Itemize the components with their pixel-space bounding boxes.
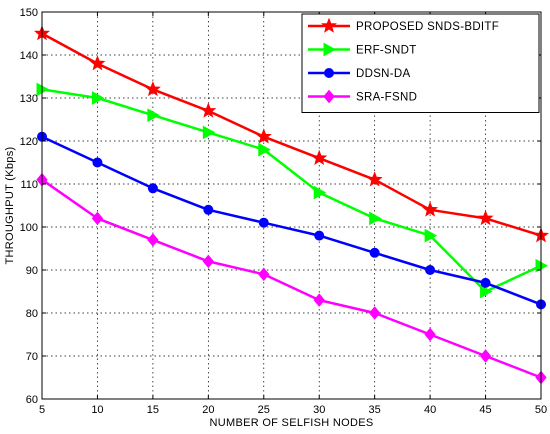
y-tick-label: 140 bbox=[20, 50, 38, 62]
data-point bbox=[147, 108, 160, 123]
series bbox=[37, 131, 546, 310]
data-point bbox=[314, 230, 325, 241]
legend-label: SRA-FSND bbox=[356, 92, 417, 104]
data-point bbox=[425, 265, 436, 275]
y-tick-label: 60 bbox=[26, 394, 38, 406]
data-point bbox=[91, 91, 105, 105]
data-point bbox=[424, 228, 438, 243]
x-tick-label: 40 bbox=[424, 404, 436, 416]
data-point bbox=[369, 211, 382, 226]
data-point bbox=[202, 254, 214, 269]
legend-marker bbox=[323, 42, 337, 57]
data-point bbox=[369, 306, 381, 320]
legend-item: ERF-SNDT bbox=[308, 42, 417, 57]
plot-frame bbox=[41, 11, 542, 400]
y-tick-label: 70 bbox=[26, 351, 38, 363]
data-point bbox=[422, 201, 439, 217]
x-tick-label: 50 bbox=[535, 404, 547, 416]
y-tick-label: 100 bbox=[20, 222, 38, 234]
x-tick-label: 5 bbox=[39, 404, 45, 416]
data-point bbox=[89, 55, 106, 71]
data-point bbox=[92, 157, 103, 168]
y-tick-label: 80 bbox=[26, 308, 38, 320]
y-tick-label: 120 bbox=[20, 136, 38, 148]
data-point bbox=[480, 284, 493, 299]
data-point bbox=[147, 183, 158, 194]
y-tick-label: 110 bbox=[20, 179, 38, 191]
legend-label: PROPOSED SNDS-BDITF bbox=[356, 21, 499, 33]
series-line bbox=[41, 178, 542, 379]
legend-marker bbox=[324, 68, 334, 78]
data-point bbox=[258, 217, 269, 228]
series bbox=[36, 172, 547, 385]
data-point bbox=[147, 233, 159, 247]
legend: PROPOSED SNDS-BDITF ERF-SNDT DDSN-DA SRA-FS… bbox=[301, 13, 540, 113]
data-point bbox=[480, 277, 491, 288]
data-point bbox=[369, 247, 380, 258]
data-point bbox=[202, 125, 216, 140]
data-point bbox=[258, 142, 271, 157]
legend-marker bbox=[323, 89, 335, 104]
y-axis-title: THROUGHPUT (Kbps) bbox=[4, 147, 16, 265]
data-point bbox=[311, 149, 328, 165]
series-line bbox=[41, 88, 542, 293]
y-tick-label: 150 bbox=[20, 7, 38, 19]
data-point bbox=[477, 210, 494, 226]
legend-item: PROPOSED SNDS-BDITF bbox=[308, 17, 499, 33]
data-point bbox=[144, 81, 161, 97]
y-tick-label: 130 bbox=[20, 93, 38, 105]
legend-marker bbox=[321, 17, 337, 33]
data-point bbox=[313, 293, 325, 307]
legend-item: SRA-FSND bbox=[308, 89, 417, 104]
x-tick-label: 15 bbox=[147, 404, 159, 416]
data-point bbox=[258, 267, 270, 282]
data-point bbox=[203, 204, 214, 215]
legend-label: ERF-SNDT bbox=[356, 45, 417, 57]
data-point bbox=[255, 128, 272, 144]
data-point bbox=[91, 211, 104, 226]
x-tick-label: 45 bbox=[479, 404, 491, 416]
data-point bbox=[479, 349, 492, 363]
x-tick-label: 25 bbox=[258, 404, 270, 416]
series-line bbox=[41, 135, 542, 306]
data-point bbox=[313, 185, 327, 200]
x-axis-title: NUMBER OF SELFISH NODES bbox=[210, 417, 374, 429]
data-point bbox=[366, 171, 383, 187]
series bbox=[34, 25, 549, 243]
y-tick-label: 90 bbox=[26, 265, 38, 277]
data-point bbox=[200, 102, 217, 118]
series bbox=[36, 82, 549, 299]
x-tick-label: 30 bbox=[313, 404, 325, 416]
x-tick-label: 10 bbox=[91, 404, 103, 416]
x-tick-label: 20 bbox=[202, 404, 214, 416]
legend-label: DDSN-DA bbox=[356, 68, 411, 80]
x-tick-label: 35 bbox=[369, 404, 381, 416]
legend-item: DDSN-DA bbox=[308, 68, 411, 80]
ticks: 5 10 15 20 25 30 35 40 45 50 60 70 80 90 100 110 120 130 1… bbox=[20, 7, 547, 416]
data-point bbox=[424, 327, 436, 342]
series-line bbox=[41, 32, 542, 237]
